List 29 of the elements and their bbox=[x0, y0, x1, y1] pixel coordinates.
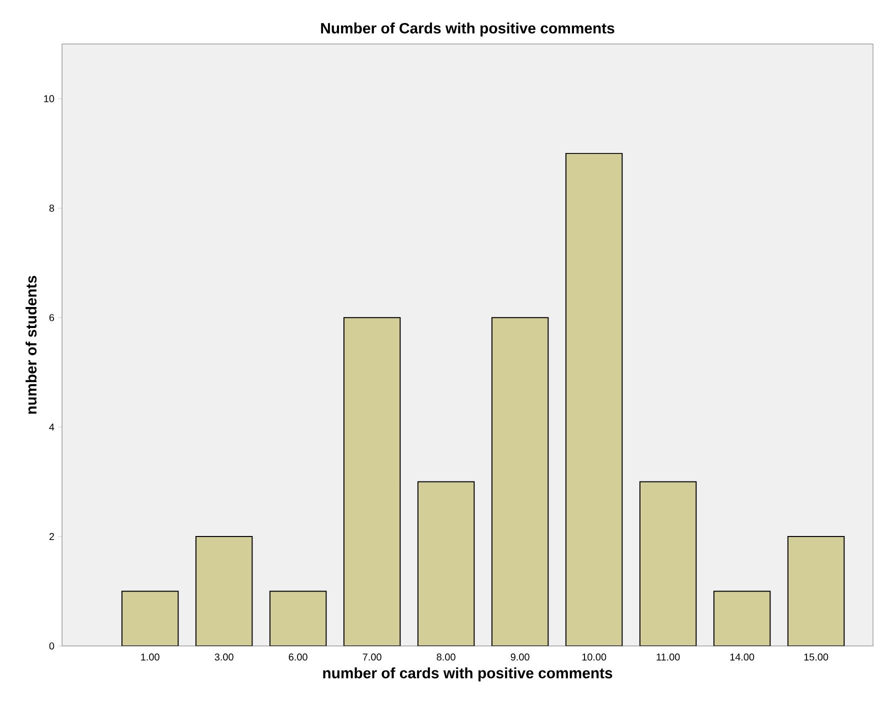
bar bbox=[714, 591, 770, 646]
bar bbox=[640, 482, 696, 646]
x-tick-label: 6.00 bbox=[288, 654, 308, 661]
y-tick-label: 10 bbox=[44, 95, 54, 102]
x-tick-label: 10.00 bbox=[582, 654, 606, 661]
x-tick-label: 15.00 bbox=[804, 654, 828, 661]
chart-title: Number of Cards with positive comments bbox=[321, 22, 614, 36]
x-tick-label: 3.00 bbox=[214, 654, 234, 661]
bar bbox=[492, 318, 548, 646]
y-tick-label: 2 bbox=[49, 533, 54, 540]
x-axis-title: number of cards with positive comments bbox=[323, 667, 612, 682]
x-tick-label: 11.00 bbox=[656, 654, 680, 661]
x-tick-label: 7.00 bbox=[362, 654, 382, 661]
bar bbox=[270, 591, 326, 646]
y-tick-label: 4 bbox=[49, 424, 54, 431]
x-tick-label: 1.00 bbox=[141, 654, 160, 661]
bar bbox=[344, 318, 400, 646]
bar bbox=[566, 153, 622, 646]
bar bbox=[418, 482, 474, 646]
y-tick-label: 0 bbox=[49, 642, 54, 650]
bar bbox=[196, 536, 252, 646]
x-tick-label: 9.00 bbox=[510, 654, 530, 661]
y-axis-title: number of students bbox=[26, 276, 37, 414]
x-tick-label: 8.00 bbox=[436, 654, 456, 661]
bar bbox=[787, 536, 845, 646]
bar bbox=[122, 591, 178, 646]
y-tick-label: 6 bbox=[49, 314, 54, 322]
y-tick-label: 8 bbox=[49, 204, 54, 212]
x-tick-label: 14.00 bbox=[730, 654, 754, 661]
